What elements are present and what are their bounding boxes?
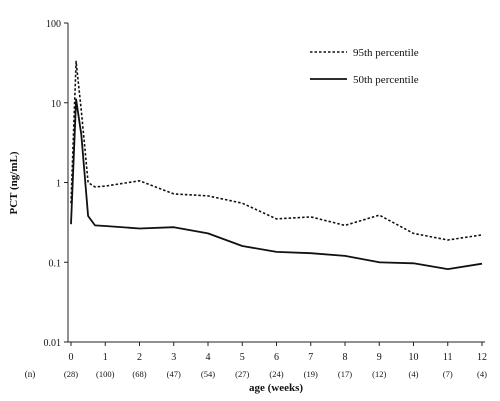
x-ticks: 0 1 2 3 4 5 6 7 8 9 10 11 12 [69, 342, 487, 363]
n-value-label: (4) [477, 369, 487, 379]
x-tick-label: 7 [308, 352, 313, 363]
legend-label-50th: 50th percentile [353, 74, 419, 86]
series-layer [70, 60, 483, 271]
n-value-label: (68) [132, 369, 146, 379]
n-value-label: (54) [201, 369, 215, 379]
y-tick-label: 100 [46, 19, 61, 30]
y-ticks: 0.01 0.1 1 10 100 [44, 19, 68, 349]
n-value-label: (12) [372, 369, 386, 379]
x-tick-label: 11 [443, 352, 453, 363]
n-values: (28) (100) (68) (47) (54) (27) (24) (19) (17) (12… [64, 369, 487, 379]
legend: 95th percentile 50th percentile [310, 47, 419, 86]
x-tick-label: 12 [477, 352, 487, 363]
n-value-label: (47) [167, 369, 181, 379]
x-tick-label: 8 [343, 352, 348, 363]
n-value-label: (24) [269, 369, 283, 379]
x-tick-label: 2 [137, 352, 142, 363]
n-row: (n) (28) (100) (68) (47) (54) (27) (24) (19) (17… [25, 369, 487, 379]
n-value-label: (28) [64, 369, 78, 379]
n-value-label: (100) [96, 369, 115, 379]
x-tick-label: 0 [69, 352, 74, 363]
x-tick-label: 3 [171, 352, 176, 363]
n-value-label: (4) [409, 369, 419, 379]
series-line-95th-percentile [70, 60, 483, 241]
x-tick-label: 5 [240, 352, 245, 363]
y-axis-label: PCT (ng/mL) [8, 151, 20, 214]
series-line-50th-percentile [70, 98, 483, 271]
x-tick-label: 1 [103, 352, 108, 363]
n-label: (n) [25, 369, 36, 379]
y-tick-label: 10 [51, 99, 61, 110]
x-tick-label: 6 [274, 352, 279, 363]
y-tick-label: 0.1 [49, 258, 62, 269]
x-tick-label: 4 [206, 352, 211, 363]
n-value-label: (17) [338, 369, 352, 379]
n-value-label: (27) [235, 369, 249, 379]
n-value-label: (19) [304, 369, 318, 379]
x-tick-label: 9 [377, 352, 382, 363]
y-tick-label: 0.01 [44, 338, 62, 349]
x-tick-label: 10 [409, 352, 419, 363]
x-axis-label: age (weeks) [249, 382, 303, 394]
legend-label-95th: 95th percentile [353, 47, 419, 59]
y-tick-label: 1 [56, 179, 61, 190]
n-value-label: (7) [443, 369, 453, 379]
